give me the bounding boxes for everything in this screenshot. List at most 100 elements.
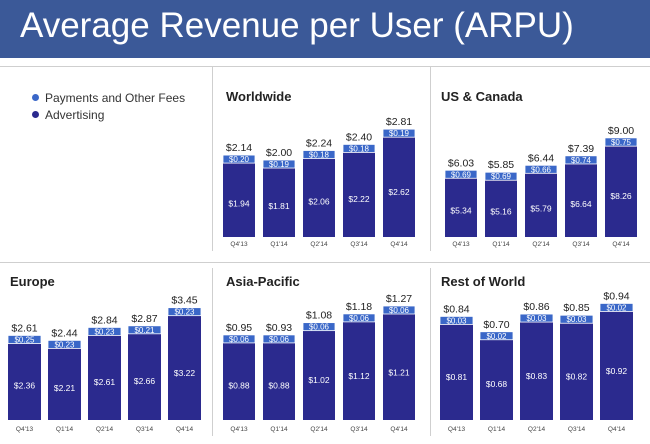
label-payments-europe-3: $0.21 — [134, 326, 155, 335]
label-total-asia-pacific-1: $0.93 — [266, 322, 292, 334]
label-payments-europe-4: $0.23 — [174, 308, 195, 317]
bar-payments-us-canada-4 — [604, 137, 638, 147]
label-total-us-canada-3: $7.39 — [568, 143, 594, 155]
tick-label-worldwide-3: Q3'14 — [350, 241, 368, 248]
bar-advertising-europe-3 — [128, 333, 161, 420]
label-payments-asia-pacific-0: $0.06 — [229, 335, 250, 344]
label-payments-us-canada-0: $0.69 — [451, 170, 472, 179]
legend-item-payments: Payments and Other Fees — [32, 89, 185, 106]
label-total-rest-of-world-0: $0.84 — [443, 303, 469, 315]
bar-payments-us-canada-0 — [444, 169, 478, 179]
tick-label-worldwide-4: Q4'14 — [390, 241, 408, 248]
legend-item-advertising: Advertising — [32, 106, 185, 123]
bar-advertising-us-canada-0 — [445, 178, 477, 237]
bar-payments-europe-2 — [87, 327, 122, 336]
label-total-europe-2: $2.84 — [91, 314, 117, 326]
bar-advertising-rest-of-world-1 — [480, 339, 513, 420]
label-total-us-canada-0: $6.03 — [448, 157, 474, 169]
bar-advertising-worldwide-1 — [263, 168, 295, 237]
tick-label-europe-4: Q4'14 — [176, 426, 194, 433]
bar-payments-worldwide-2 — [302, 150, 336, 159]
label-advertising-europe-4: $3.22 — [174, 368, 196, 378]
label-total-us-canada-1: $5.85 — [488, 159, 514, 171]
tick-label-us-canada-4: Q4'14 — [612, 241, 630, 248]
label-total-europe-1: $2.44 — [51, 327, 77, 339]
label-total-rest-of-world-2: $0.86 — [523, 301, 549, 313]
bar-payments-worldwide-1 — [262, 159, 296, 169]
bar-advertising-us-canada-1 — [485, 180, 517, 237]
divider-bottom-right — [430, 268, 431, 436]
label-payments-us-canada-4: $0.75 — [611, 138, 632, 147]
bar-payments-us-canada-1 — [484, 171, 518, 181]
tick-label-asia-pacific-3: Q3'14 — [350, 426, 368, 433]
bar-advertising-worldwide-4 — [383, 137, 415, 237]
label-advertising-europe-2: $2.61 — [94, 377, 116, 387]
tick-label-worldwide-2: Q2'14 — [310, 241, 328, 248]
label-payments-worldwide-4: $0.19 — [389, 129, 410, 138]
bar-advertising-asia-pacific-2 — [303, 330, 335, 420]
bar-payments-rest-of-world-4 — [599, 303, 634, 312]
bar-payments-europe-4 — [167, 307, 202, 317]
label-payments-worldwide-1: $0.19 — [269, 160, 290, 169]
tick-label-europe-2: Q2'14 — [96, 426, 114, 433]
bar-payments-rest-of-world-3 — [559, 314, 594, 324]
label-total-europe-3: $2.87 — [131, 313, 157, 325]
bar-payments-us-canada-3 — [564, 155, 598, 165]
tick-label-asia-pacific-1: Q1'14 — [270, 426, 288, 433]
label-advertising-worldwide-3: $2.22 — [348, 194, 370, 204]
label-advertising-rest-of-world-3: $0.82 — [566, 371, 588, 381]
label-payments-rest-of-world-2: $0.03 — [526, 314, 547, 323]
header-bar: Average Revenue per User (ARPU) — [0, 0, 650, 58]
bar-advertising-worldwide-2 — [303, 158, 335, 237]
bar-payments-rest-of-world-1 — [479, 331, 514, 341]
chart-title-rest-of-world: Rest of World — [441, 274, 525, 289]
label-total-us-canada-2: $6.44 — [528, 152, 554, 164]
label-total-rest-of-world-1: $0.70 — [483, 319, 509, 331]
divider-top-left — [0, 66, 650, 67]
label-advertising-rest-of-world-0: $0.81 — [446, 372, 468, 382]
label-payments-rest-of-world-3: $0.03 — [566, 315, 587, 324]
label-advertising-rest-of-world-1: $0.68 — [486, 379, 508, 389]
label-advertising-worldwide-4: $2.62 — [388, 187, 410, 197]
label-advertising-asia-pacific-4: $1.21 — [388, 367, 410, 377]
tick-label-rest-of-world-1: Q1'14 — [488, 426, 506, 433]
label-payments-us-canada-1: $0.69 — [491, 172, 512, 181]
label-payments-worldwide-2: $0.18 — [309, 151, 330, 160]
bar-payments-asia-pacific-4 — [382, 305, 416, 315]
label-payments-worldwide-3: $0.18 — [349, 144, 370, 153]
label-payments-us-canada-2: $0.66 — [531, 165, 552, 174]
bar-payments-rest-of-world-0 — [439, 316, 474, 325]
bar-payments-europe-0 — [7, 335, 42, 344]
tick-label-asia-pacific-0: Q4'13 — [230, 426, 248, 433]
bar-payments-worldwide-4 — [382, 128, 416, 138]
bar-advertising-rest-of-world-0 — [440, 324, 473, 420]
label-payments-us-canada-3: $0.74 — [571, 156, 592, 165]
tick-label-rest-of-world-2: Q2'14 — [528, 426, 546, 433]
bar-advertising-europe-0 — [8, 343, 41, 420]
bar-advertising-asia-pacific-0 — [223, 342, 255, 420]
legend-swatch-advertising — [32, 111, 39, 118]
bar-advertising-us-canada-2 — [525, 173, 557, 237]
legend: Payments and Other Fees Advertising — [32, 89, 185, 123]
legend-label-payments: Payments and Other Fees — [45, 90, 186, 105]
tick-label-rest-of-world-0: Q4'13 — [448, 426, 466, 433]
label-advertising-us-canada-0: $5.34 — [450, 206, 472, 216]
legend-swatch-payments — [32, 94, 39, 101]
label-advertising-asia-pacific-2: $1.02 — [308, 375, 330, 385]
label-advertising-europe-1: $2.21 — [54, 383, 76, 393]
tick-label-us-canada-1: Q1'14 — [492, 241, 510, 248]
label-total-asia-pacific-4: $1.27 — [386, 293, 412, 305]
tick-label-us-canada-3: Q3'14 — [572, 241, 590, 248]
tick-label-asia-pacific-2: Q2'14 — [310, 426, 328, 433]
label-payments-asia-pacific-3: $0.06 — [349, 314, 370, 323]
label-advertising-rest-of-world-2: $0.83 — [526, 371, 548, 381]
label-total-europe-0: $2.61 — [11, 322, 37, 334]
bar-advertising-asia-pacific-1 — [263, 342, 295, 420]
bar-advertising-europe-4 — [168, 315, 201, 420]
label-advertising-us-canada-3: $6.64 — [570, 199, 592, 209]
bar-advertising-asia-pacific-3 — [343, 321, 375, 420]
label-payments-europe-0: $0.25 — [14, 335, 35, 344]
label-payments-rest-of-world-0: $0.03 — [446, 316, 467, 325]
label-total-asia-pacific-3: $1.18 — [346, 301, 372, 313]
